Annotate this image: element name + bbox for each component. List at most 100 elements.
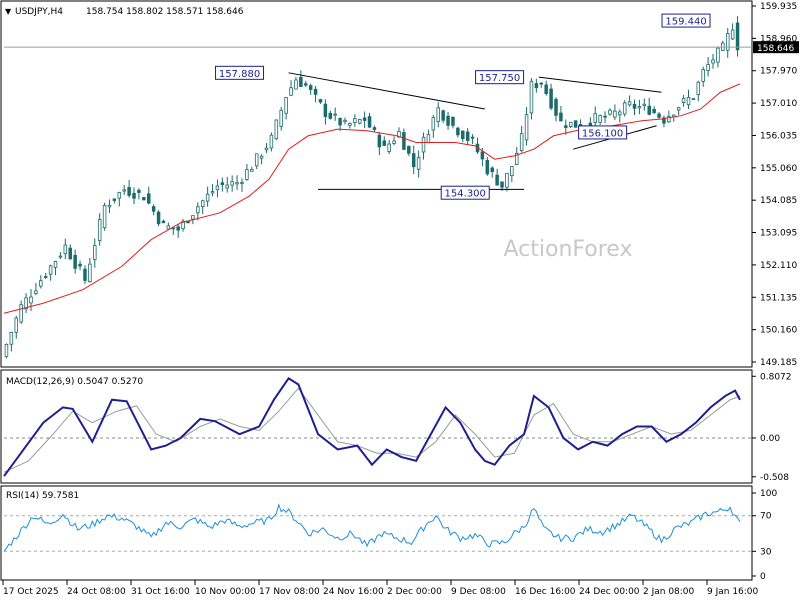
- time-axis-label: 24 Oct 08:00: [67, 587, 126, 597]
- candle: [559, 112, 563, 122]
- candle: [613, 110, 617, 118]
- candle: [725, 33, 730, 51]
- candle: [132, 192, 136, 199]
- candle: [225, 184, 230, 189]
- price-panel: [0, 0, 753, 368]
- candle: [215, 185, 220, 191]
- moving-average-line: [3, 83, 741, 314]
- candle: [274, 119, 279, 140]
- candle: [421, 136, 426, 153]
- candle: [191, 215, 195, 220]
- candle: [34, 290, 38, 294]
- candle: [382, 140, 387, 146]
- candle: [456, 127, 460, 136]
- candle: [411, 153, 416, 168]
- candle: [357, 119, 362, 124]
- candle: [652, 108, 656, 114]
- candle: [137, 189, 141, 193]
- candle: [681, 97, 686, 103]
- price-annotation-box: [661, 13, 711, 28]
- candle: [441, 110, 445, 121]
- candle: [151, 206, 156, 212]
- macd-axis-label: 0.00: [760, 434, 780, 444]
- candle: [210, 191, 215, 194]
- price-annotation-label: 157.880: [219, 69, 260, 80]
- price-axis-label: 156.035: [760, 131, 797, 141]
- candle: [78, 263, 82, 267]
- candle: [490, 167, 494, 172]
- time-axis-label: 31 Oct 16:00: [131, 587, 190, 597]
- macd-signal-line: [3, 387, 741, 473]
- candle: [122, 189, 126, 192]
- candle: [642, 103, 647, 107]
- rsi-axis-label: 70: [760, 512, 772, 522]
- candle: [524, 114, 529, 141]
- candle: [333, 113, 337, 116]
- header-ohlc: 158.754 158.802 158.571 158.646: [86, 7, 244, 17]
- candle: [166, 225, 171, 230]
- time-axis-label: 9 Dec 08:00: [451, 587, 506, 597]
- price-axis-label: 153.095: [760, 229, 797, 239]
- candle: [353, 118, 357, 123]
- candle: [294, 79, 298, 90]
- price-axis-label: 154.085: [760, 196, 797, 206]
- price-axis-label: 152.110: [760, 261, 797, 271]
- price-annotation-box: [475, 70, 525, 85]
- candle: [68, 247, 72, 260]
- candle: [323, 103, 328, 118]
- price-axis-label: 159.935: [760, 2, 797, 12]
- candle: [657, 113, 661, 118]
- time-axis-label: 9 Jan 16:00: [707, 587, 759, 597]
- header-arrow-icon: ▼: [5, 7, 12, 16]
- candle: [461, 130, 465, 140]
- price-annotation-box: [440, 185, 490, 200]
- candle: [48, 265, 53, 275]
- candle: [97, 219, 102, 241]
- candle: [362, 117, 367, 121]
- candle: [495, 174, 499, 186]
- candle: [539, 82, 544, 85]
- price-axis-label: 157.010: [760, 99, 797, 109]
- candle: [485, 159, 490, 175]
- candle: [603, 115, 607, 118]
- price-annotation-box: [578, 125, 628, 140]
- candle: [200, 200, 205, 208]
- candle: [9, 331, 14, 345]
- macd-panel: [0, 369, 753, 484]
- time-axis-label: 24 Dec 00:00: [579, 587, 640, 597]
- candle: [618, 111, 622, 116]
- candle: [593, 113, 598, 123]
- candle: [519, 133, 524, 151]
- price-axis-label: 157.970: [760, 67, 797, 77]
- candle: [117, 192, 122, 199]
- rsi-title: RSI(14) 59.7581: [6, 491, 79, 501]
- price-annotation-label: 154.300: [445, 189, 486, 200]
- candle: [627, 101, 632, 106]
- candle: [514, 152, 519, 165]
- candle: [308, 85, 313, 90]
- candle: [343, 119, 347, 123]
- current-price-tag: [753, 41, 799, 54]
- candle: [146, 193, 151, 204]
- current-price-label: 158.646: [757, 44, 794, 54]
- candle: [637, 106, 642, 109]
- header-symbol: USDJPY,H4: [15, 7, 63, 17]
- candle: [392, 140, 396, 144]
- rsi-axis-label: 100: [760, 489, 777, 499]
- price-axis-label: 151.135: [760, 293, 797, 303]
- candle: [264, 147, 269, 151]
- candle: [416, 157, 421, 170]
- candle: [426, 134, 431, 144]
- candle: [500, 181, 504, 188]
- time-axis-label: 2 Dec 00:00: [387, 587, 442, 597]
- candle: [510, 166, 514, 177]
- macd-axis-label: -0.508: [760, 473, 789, 483]
- candle: [112, 198, 117, 201]
- candle: [299, 76, 303, 87]
- candle: [176, 226, 180, 231]
- watermark: ActionForex: [504, 237, 633, 262]
- macd-axis-label: 0.8072: [760, 372, 792, 382]
- candle: [686, 96, 691, 106]
- candle: [470, 136, 475, 139]
